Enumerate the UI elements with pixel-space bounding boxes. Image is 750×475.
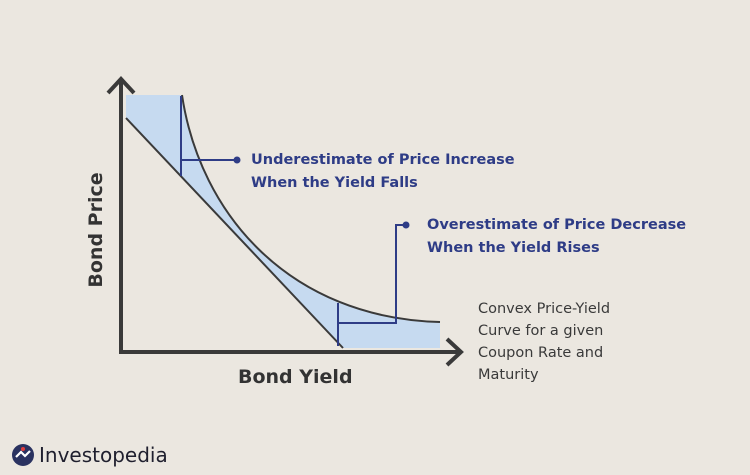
investopedia-logo: Investopedia: [12, 443, 168, 467]
curve-line-3: Coupon Rate and: [478, 345, 604, 361]
price-yield-curve: [181, 94, 441, 323]
y-axis-label: Bond Price: [85, 172, 107, 288]
underestimate-label: Underestimate of Price Increase When the…: [251, 149, 515, 195]
logo-icon: [12, 444, 34, 466]
tangent-line: [125, 117, 344, 349]
curve-line-2: Curve for a given: [478, 323, 604, 339]
underestimate-dot: [233, 156, 241, 164]
curve-line-4: Maturity: [478, 367, 539, 383]
overestimate-label: Overestimate of Price Decrease When the …: [427, 214, 686, 260]
overestimate-dot: [402, 221, 410, 229]
curve-label: Convex Price-Yield Curve for a given Cou…: [478, 298, 610, 386]
x-axis-arrow: [445, 337, 464, 367]
x-axis-label: Bond Yield: [238, 366, 353, 388]
curve-line-1: Convex Price-Yield: [478, 301, 611, 317]
y-axis-arrow: [106, 76, 136, 95]
logo-text: Investopedia: [39, 443, 168, 467]
overestimate-line-2: When the Yield Rises: [427, 240, 600, 256]
underestimate-line-2: When the Yield Falls: [251, 175, 418, 191]
overestimate-line-1: Overestimate of Price Decrease: [427, 217, 687, 233]
underestimate-line-1: Underestimate of Price Increase: [251, 152, 515, 168]
overestimate-leader: [338, 224, 405, 324]
